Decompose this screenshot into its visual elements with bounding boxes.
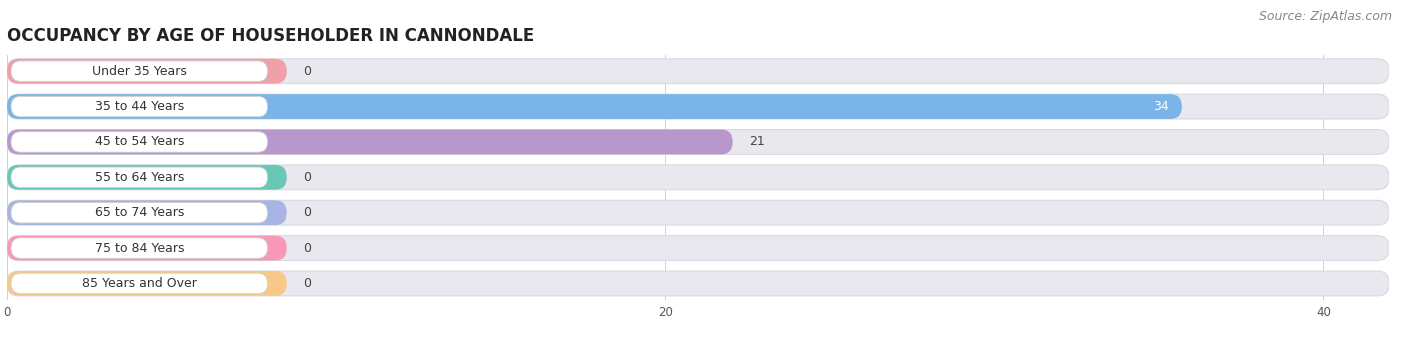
FancyBboxPatch shape xyxy=(11,167,267,188)
Text: 0: 0 xyxy=(304,277,311,290)
Text: 0: 0 xyxy=(304,171,311,184)
FancyBboxPatch shape xyxy=(7,130,1389,154)
FancyBboxPatch shape xyxy=(7,94,1389,119)
FancyBboxPatch shape xyxy=(7,236,287,261)
FancyBboxPatch shape xyxy=(7,165,1389,190)
FancyBboxPatch shape xyxy=(7,94,1182,119)
Text: 75 to 84 Years: 75 to 84 Years xyxy=(94,241,184,255)
Text: Under 35 Years: Under 35 Years xyxy=(91,65,187,78)
FancyBboxPatch shape xyxy=(7,130,733,154)
FancyBboxPatch shape xyxy=(11,203,267,223)
FancyBboxPatch shape xyxy=(11,238,267,258)
FancyBboxPatch shape xyxy=(7,271,287,296)
Text: OCCUPANCY BY AGE OF HOUSEHOLDER IN CANNONDALE: OCCUPANCY BY AGE OF HOUSEHOLDER IN CANNO… xyxy=(7,27,534,45)
Text: Source: ZipAtlas.com: Source: ZipAtlas.com xyxy=(1258,10,1392,23)
Text: 35 to 44 Years: 35 to 44 Years xyxy=(94,100,184,113)
FancyBboxPatch shape xyxy=(7,271,1389,296)
Text: 85 Years and Over: 85 Years and Over xyxy=(82,277,197,290)
Text: 45 to 54 Years: 45 to 54 Years xyxy=(94,135,184,148)
FancyBboxPatch shape xyxy=(11,96,267,117)
FancyBboxPatch shape xyxy=(7,200,287,225)
FancyBboxPatch shape xyxy=(7,59,287,84)
FancyBboxPatch shape xyxy=(11,61,267,81)
Text: 0: 0 xyxy=(304,206,311,219)
Text: 55 to 64 Years: 55 to 64 Years xyxy=(94,171,184,184)
FancyBboxPatch shape xyxy=(11,132,267,152)
FancyBboxPatch shape xyxy=(7,236,1389,261)
Text: 65 to 74 Years: 65 to 74 Years xyxy=(94,206,184,219)
FancyBboxPatch shape xyxy=(7,200,1389,225)
Text: 21: 21 xyxy=(749,135,765,148)
Text: 0: 0 xyxy=(304,241,311,255)
FancyBboxPatch shape xyxy=(11,273,267,294)
Text: 0: 0 xyxy=(304,65,311,78)
FancyBboxPatch shape xyxy=(7,165,287,190)
FancyBboxPatch shape xyxy=(7,59,1389,84)
Text: 34: 34 xyxy=(1153,100,1168,113)
